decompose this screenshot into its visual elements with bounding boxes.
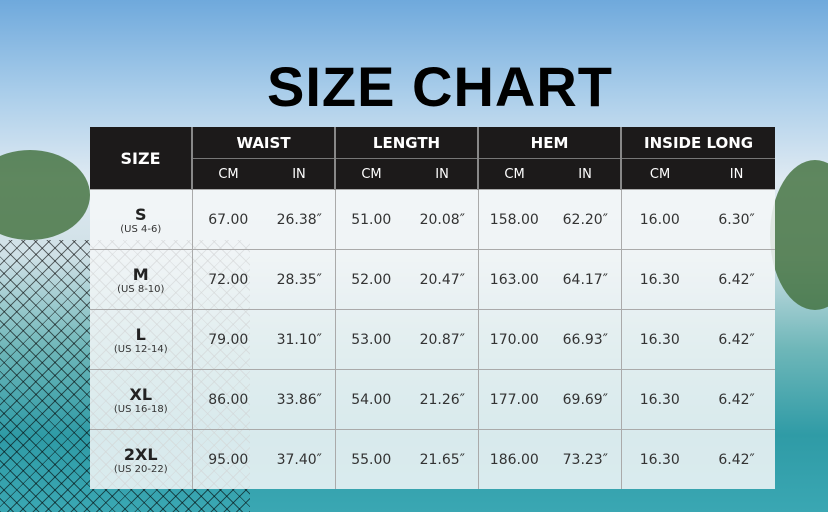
measurement-cell: 28.35″	[264, 249, 336, 310]
table-row: 2XL (US 20-22) 95.00 37.40″ 55.00 21.65″ 186.0…	[90, 429, 776, 489]
measurement-cell: 6.42″	[698, 249, 776, 310]
measurement-cell: 6.42″	[698, 429, 776, 489]
measurement-cell: 79.00	[191, 309, 264, 370]
size-cell: S (US 4-6)	[90, 189, 192, 250]
background-foliage	[0, 150, 90, 240]
unit-header-in: IN	[550, 158, 622, 190]
measurement-cell: 16.30	[620, 429, 699, 489]
page-title: SIZE CHART	[267, 55, 613, 118]
measurement-cell: 20.87″	[407, 309, 479, 370]
us-size-label: (US 8-10)	[117, 283, 165, 295]
measurement-cell: 69.69″	[550, 369, 622, 430]
measurement-cell: 158.00	[477, 189, 551, 250]
measurement-cell: 6.42″	[698, 369, 776, 430]
measurement-cell: 53.00	[334, 309, 408, 370]
size-chart-table: SIZE WAIST LENGTH HEM INSIDE LONG CM IN CM IN CM I…	[90, 127, 776, 489]
measurement-cell: 26.38″	[264, 189, 336, 250]
measurement-cell: 37.40″	[264, 429, 336, 489]
us-size-label: (US 16-18)	[113, 403, 168, 415]
unit-header-cm: CM	[191, 158, 264, 190]
unit-header-cm: CM	[477, 158, 551, 190]
us-size-label: (US 12-14)	[113, 343, 168, 355]
measurement-cell: 72.00	[191, 249, 264, 310]
measurement-cell: 54.00	[334, 369, 408, 430]
unit-header-in: IN	[407, 158, 479, 190]
measurement-cell: 6.42″	[698, 309, 776, 370]
size-cell: M (US 8-10)	[90, 249, 192, 310]
measurement-cell: 33.86″	[264, 369, 336, 430]
column-group-header: HEM	[477, 127, 622, 159]
measurement-cell: 21.26″	[407, 369, 479, 430]
measurement-cell: 6.30″	[698, 189, 776, 250]
measurement-cell: 51.00	[334, 189, 408, 250]
measurement-cell: 73.23″	[550, 429, 622, 489]
size-label: M	[132, 264, 149, 284]
us-size-label: (US 4-6)	[120, 223, 162, 235]
size-cell: XL (US 16-18)	[90, 369, 192, 430]
table-row: XL (US 16-18) 86.00 33.86″ 54.00 21.26″ 177.00…	[90, 369, 776, 430]
measurement-cell: 177.00	[477, 369, 551, 430]
table-row: L (US 12-14) 79.00 31.10″ 53.00 20.87″ 170.00 6…	[90, 309, 776, 370]
measurement-cell: 16.00	[620, 189, 699, 250]
measurement-cell: 55.00	[334, 429, 408, 489]
measurement-cell: 21.65″	[407, 429, 479, 489]
measurement-cell: 66.93″	[550, 309, 622, 370]
measurement-cell: 170.00	[477, 309, 551, 370]
column-header-size: SIZE	[90, 127, 192, 190]
table-row: S (US 4-6) 67.00 26.38″ 51.00 20.08″ 158.00 62.…	[90, 189, 776, 250]
measurement-cell: 95.00	[191, 429, 264, 489]
measurement-cell: 64.17″	[550, 249, 622, 310]
size-label: S	[134, 204, 147, 224]
measurement-cell: 20.08″	[407, 189, 479, 250]
measurement-cell: 20.47″	[407, 249, 479, 310]
column-group-header: LENGTH	[334, 127, 479, 159]
size-label: 2XL	[123, 444, 158, 464]
measurement-cell: 186.00	[477, 429, 551, 489]
size-cell: 2XL (US 20-22)	[90, 429, 192, 489]
unit-header-in: IN	[264, 158, 336, 190]
size-label: L	[135, 324, 146, 344]
us-size-label: (US 20-22)	[113, 463, 168, 475]
size-cell: L (US 12-14)	[90, 309, 192, 370]
size-label: XL	[129, 384, 153, 404]
measurement-cell: 62.20″	[550, 189, 622, 250]
table-row: M (US 8-10) 72.00 28.35″ 52.00 20.47″ 163.00 64…	[90, 249, 776, 310]
measurement-cell: 52.00	[334, 249, 408, 310]
measurement-cell: 67.00	[191, 189, 264, 250]
measurement-cell: 16.30	[620, 309, 699, 370]
measurement-cell: 31.10″	[264, 309, 336, 370]
measurement-cell: 16.30	[620, 249, 699, 310]
unit-header-in: IN	[698, 158, 776, 190]
column-group-header: WAIST	[190, 127, 336, 159]
unit-header-cm: CM	[334, 158, 408, 190]
background-foliage	[770, 160, 828, 310]
measurement-cell: 86.00	[191, 369, 264, 430]
measurement-cell: 163.00	[477, 249, 551, 310]
column-group-header: INSIDE LONG	[620, 127, 776, 159]
unit-header-cm: CM	[620, 158, 699, 190]
measurement-cell: 16.30	[620, 369, 699, 430]
